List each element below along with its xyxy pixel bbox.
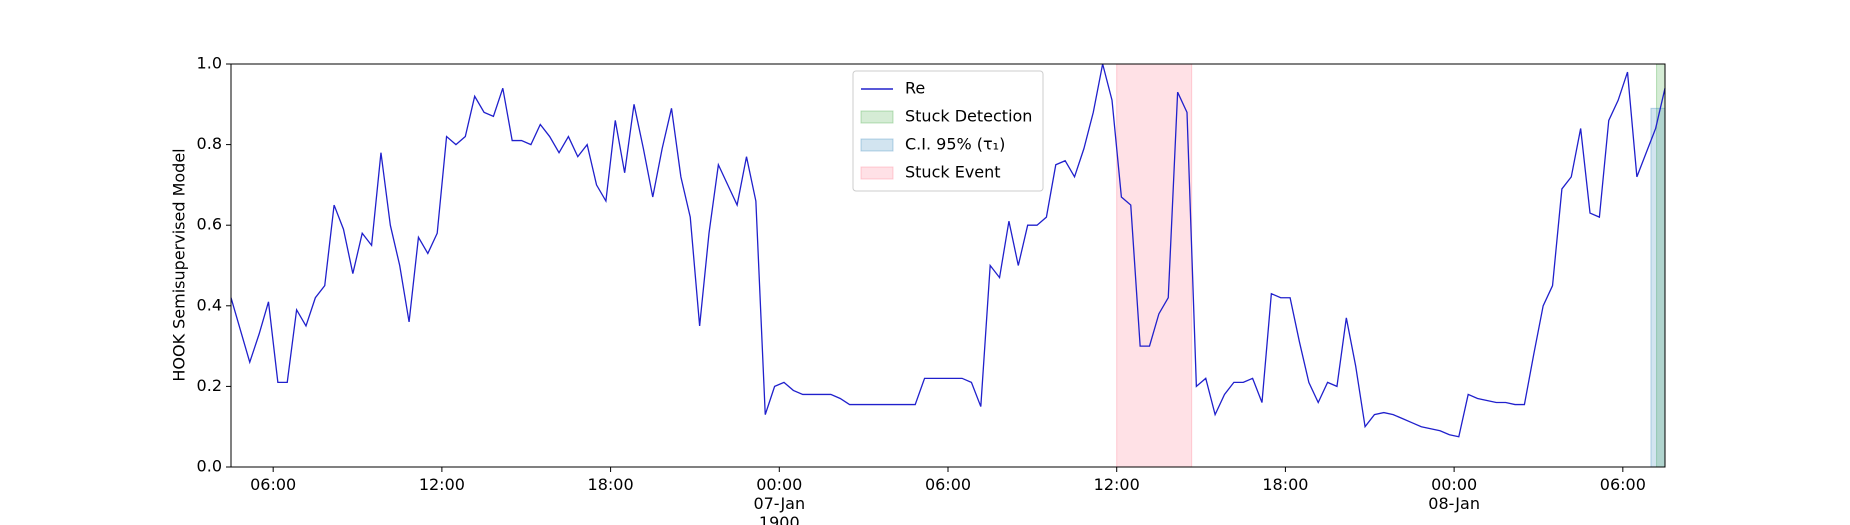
y-tick-label: 0.0 (197, 457, 222, 476)
y-axis-label: HOOK Semisupervised Model (170, 148, 189, 381)
y-tick-label: 0.4 (197, 295, 222, 314)
legend-swatch (860, 138, 894, 152)
span (1116, 63, 1193, 468)
line (230, 63, 1666, 438)
legend-label: C.I. 95% (τ₁) (905, 135, 1005, 154)
legend-swatch (860, 110, 894, 124)
x-tick-label: 00:00 08-Jan (1428, 475, 1480, 513)
x-tick-label: 00:00 07-Jan 1900 (753, 475, 805, 525)
x-tick-label: 12:00 (419, 475, 465, 494)
legend-label: Re (905, 79, 925, 98)
legend-label: Stuck Detection (905, 107, 1032, 126)
legend-swatch (860, 166, 894, 180)
y-tick-label: 0.6 (197, 215, 222, 234)
legend-label: Stuck Event (905, 163, 1001, 182)
y-tick-label: 1.0 (197, 54, 222, 73)
x-tick-label: 12:00 (1094, 475, 1140, 494)
span (1650, 107, 1666, 468)
y-tick-label: 0.2 (197, 376, 222, 395)
x-tick-label: 06:00 (1600, 475, 1646, 494)
x-tick-label: 18:00 (588, 475, 634, 494)
y-tick-label: 0.8 (197, 134, 222, 153)
x-tick-label: 06:00 (925, 475, 971, 494)
x-tick-label: 06:00 (250, 475, 296, 494)
legend-box (852, 70, 1044, 192)
x-tick-label: 18:00 (1262, 475, 1308, 494)
